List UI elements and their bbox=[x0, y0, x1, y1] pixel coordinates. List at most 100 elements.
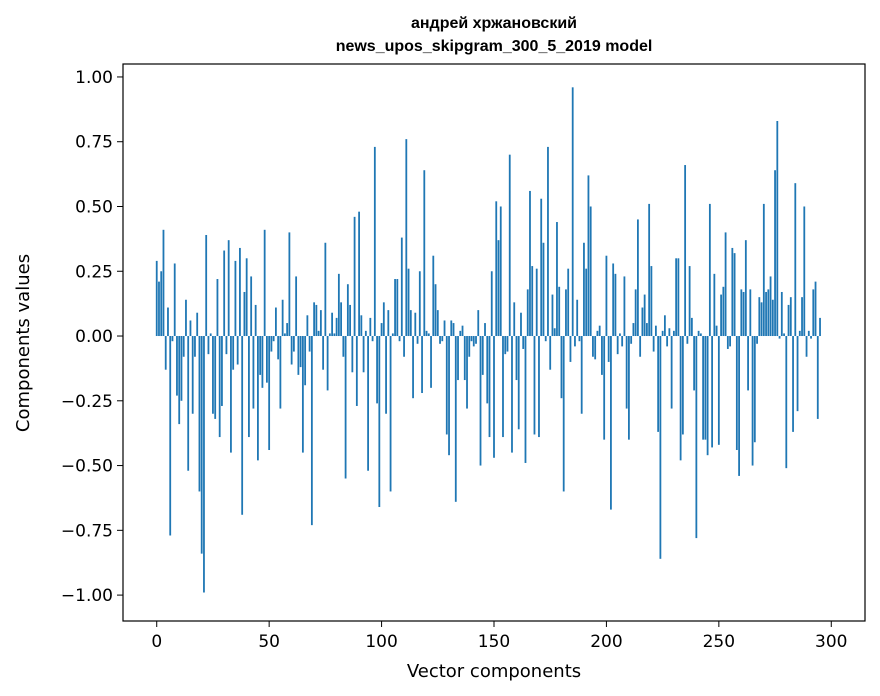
chart-subtitle: news_upos_skipgram_300_5_2019 model bbox=[336, 38, 653, 55]
bar-202 bbox=[610, 336, 612, 510]
bar-69 bbox=[310, 336, 313, 526]
bar-263 bbox=[747, 336, 749, 391]
bar-275 bbox=[774, 170, 776, 337]
bar-274 bbox=[771, 299, 774, 337]
bar-183 bbox=[567, 268, 570, 337]
bar-81 bbox=[337, 273, 340, 337]
bar-269 bbox=[760, 302, 763, 337]
bar-26 bbox=[214, 336, 217, 419]
bar-121 bbox=[427, 333, 430, 337]
bar-39 bbox=[243, 291, 246, 337]
bar-292 bbox=[812, 289, 815, 337]
bar-58 bbox=[286, 323, 289, 337]
bar-142 bbox=[475, 336, 477, 344]
bar-140 bbox=[470, 336, 473, 342]
bar-47 bbox=[261, 336, 264, 388]
bar-2 bbox=[160, 271, 163, 337]
bar-17 bbox=[194, 336, 196, 357]
bar-217 bbox=[643, 294, 646, 337]
bar-23 bbox=[207, 336, 210, 355]
bar-97 bbox=[373, 146, 376, 337]
bar-95 bbox=[369, 317, 372, 337]
bar-85 bbox=[346, 284, 349, 337]
bar-128 bbox=[443, 320, 446, 337]
bar-14 bbox=[187, 336, 190, 471]
bar-214 bbox=[637, 219, 639, 337]
bar-224 bbox=[659, 336, 662, 559]
bar-151 bbox=[495, 201, 498, 337]
bar-197 bbox=[598, 325, 601, 337]
bar-206 bbox=[619, 333, 621, 337]
bar-225 bbox=[661, 330, 664, 337]
bar-129 bbox=[445, 336, 448, 435]
bar-161 bbox=[517, 336, 520, 430]
y-tick-label: −1.00 bbox=[61, 586, 113, 606]
bar-115 bbox=[414, 312, 417, 337]
x-tick-label: 100 bbox=[365, 632, 397, 652]
bar-284 bbox=[794, 183, 797, 337]
bar-139 bbox=[468, 336, 471, 357]
bar-208 bbox=[623, 276, 626, 337]
bar-294 bbox=[816, 336, 819, 419]
bar-88 bbox=[353, 216, 356, 337]
bar-264 bbox=[749, 289, 752, 337]
bar-72 bbox=[317, 330, 320, 337]
bar-176 bbox=[551, 294, 554, 337]
bar-67 bbox=[306, 315, 309, 337]
bar-175 bbox=[549, 336, 552, 370]
bar-131 bbox=[450, 320, 453, 337]
bar-222 bbox=[654, 325, 657, 337]
bar-203 bbox=[612, 263, 615, 337]
bar-188 bbox=[578, 336, 581, 342]
bar-104 bbox=[389, 336, 392, 492]
bar-165 bbox=[526, 289, 529, 337]
bar-130 bbox=[448, 336, 450, 456]
bar-220 bbox=[650, 266, 653, 337]
bar-122 bbox=[430, 336, 432, 388]
bar-62 bbox=[295, 276, 298, 337]
chart-title: андрей хржановский bbox=[411, 15, 577, 32]
bar-177 bbox=[553, 328, 556, 337]
bar-280 bbox=[785, 336, 788, 469]
bar-82 bbox=[340, 302, 342, 337]
bar-13 bbox=[185, 299, 187, 337]
bar-186 bbox=[574, 336, 576, 347]
bar-57 bbox=[283, 333, 286, 337]
bar-158 bbox=[511, 336, 513, 453]
bar-215 bbox=[639, 336, 642, 357]
bar-270 bbox=[762, 203, 765, 337]
bar-148 bbox=[488, 336, 491, 438]
bar-94 bbox=[367, 336, 369, 471]
bar-132 bbox=[452, 323, 455, 337]
x-tick-label: 50 bbox=[258, 632, 280, 652]
bar-22 bbox=[205, 234, 208, 337]
bar-65 bbox=[301, 336, 304, 453]
bar-19 bbox=[198, 336, 201, 492]
bar-205 bbox=[616, 336, 619, 355]
bar-89 bbox=[355, 336, 358, 406]
bar-169 bbox=[535, 268, 538, 337]
bar-40 bbox=[245, 258, 248, 337]
bar-20 bbox=[200, 336, 203, 554]
bar-260 bbox=[740, 289, 743, 337]
bar-259 bbox=[738, 336, 740, 476]
bar-145 bbox=[481, 336, 484, 375]
bar-164 bbox=[524, 336, 527, 463]
bar-178 bbox=[556, 222, 558, 337]
bar-200 bbox=[605, 255, 608, 337]
bar-114 bbox=[412, 336, 414, 399]
bar-83 bbox=[342, 336, 345, 357]
bar-141 bbox=[472, 336, 475, 347]
bar-91 bbox=[360, 315, 363, 337]
y-tick-label: −0.75 bbox=[61, 521, 113, 541]
bar-184 bbox=[569, 336, 572, 362]
bar-124 bbox=[434, 284, 437, 337]
bar-11 bbox=[180, 336, 183, 401]
bar-8 bbox=[173, 263, 176, 337]
bar-41 bbox=[248, 336, 250, 438]
bar-61 bbox=[292, 336, 295, 352]
bar-168 bbox=[533, 336, 536, 435]
bar-254 bbox=[726, 336, 729, 349]
bar-250 bbox=[717, 336, 720, 445]
